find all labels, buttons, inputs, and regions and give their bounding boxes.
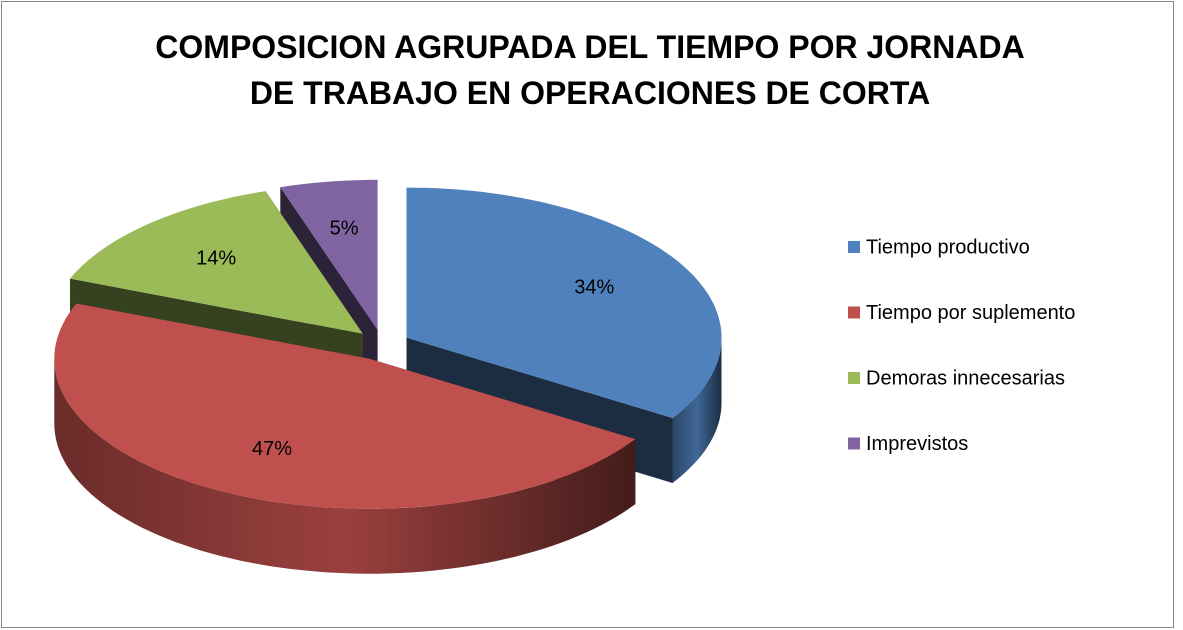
legend-label: Tiempo por suplemento (866, 302, 1075, 324)
slice-wall (54, 358, 636, 574)
legend-label: Tiempo productivo (866, 236, 1030, 258)
slice-wall (672, 337, 722, 483)
data-label: 14% (196, 248, 236, 270)
legend-swatch (848, 241, 860, 253)
legend-swatch (848, 306, 860, 319)
slice (280, 179, 378, 330)
legend-label: Imprevistos (866, 433, 968, 455)
data-label: 34% (574, 277, 614, 299)
legend-swatch (848, 437, 860, 450)
data-label: 5% (330, 217, 359, 239)
slice (70, 191, 363, 334)
slice (406, 187, 722, 418)
legend-label: Demoras innecesarias (866, 367, 1065, 389)
legend-swatch (848, 372, 860, 384)
chart-title: COMPOSICION AGRUPADA DEL TIEMPO POR JORN… (155, 29, 1025, 111)
slice (54, 303, 636, 509)
data-label: 47% (252, 438, 292, 460)
